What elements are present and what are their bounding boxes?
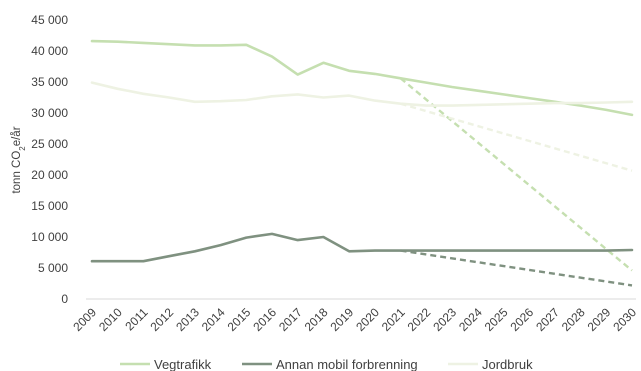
x-tick-label: 2009 bbox=[70, 305, 99, 334]
x-tick-label: 2018 bbox=[302, 305, 331, 334]
x-tick-label: 2025 bbox=[482, 305, 511, 334]
x-tick-label: 2020 bbox=[353, 305, 382, 334]
legend-label: Vegtrafikk bbox=[154, 357, 212, 371]
x-axis: 2009201020112012201320142015201620172018… bbox=[70, 298, 639, 334]
x-tick-label: 2015 bbox=[225, 305, 254, 334]
series-line bbox=[90, 232, 634, 263]
series-line bbox=[90, 81, 634, 107]
y-tick-label: 10 000 bbox=[31, 230, 68, 244]
y-axis-label-part: tonn CO bbox=[11, 151, 23, 194]
y-axis-label-subscript: 2 bbox=[18, 146, 27, 151]
y-tick-label: 45 000 bbox=[31, 13, 68, 27]
x-tick-label: 2010 bbox=[96, 305, 125, 334]
x-tick-label: 2019 bbox=[327, 305, 356, 334]
x-tick-label: 2012 bbox=[147, 305, 176, 334]
y-tick-label: 0 bbox=[61, 292, 68, 306]
y-tick-label: 20 000 bbox=[31, 168, 68, 182]
x-tick-label: 2030 bbox=[610, 305, 639, 334]
legend: Vegtrafikk Annan mobil forbrenning Jordbru… bbox=[120, 357, 533, 371]
y-tick-label: 5 000 bbox=[38, 261, 68, 275]
legend-label: Jordbruk bbox=[482, 357, 533, 371]
x-tick-label: 2013 bbox=[173, 305, 202, 334]
series-line bbox=[90, 39, 634, 117]
x-tick-label: 2027 bbox=[533, 305, 562, 334]
y-axis-label-part: e/år bbox=[11, 126, 23, 146]
series-target-line bbox=[400, 102, 633, 172]
plot-area bbox=[90, 39, 634, 287]
x-tick-label: 2028 bbox=[559, 305, 588, 334]
series-target-line bbox=[399, 77, 633, 272]
y-tick-label: 15 000 bbox=[31, 199, 68, 213]
series-target-line bbox=[400, 249, 633, 287]
legend-label: Annan mobil forbrenning bbox=[276, 357, 418, 371]
y-tick-label: 40 000 bbox=[31, 44, 68, 58]
x-tick-label: 2023 bbox=[430, 305, 459, 334]
x-tick-label: 2022 bbox=[405, 305, 434, 334]
x-tick-label: 2017 bbox=[276, 305, 305, 334]
y-tick-label: 25 000 bbox=[31, 137, 68, 151]
y-tick-label: 30 000 bbox=[31, 106, 68, 120]
x-tick-label: 2011 bbox=[122, 305, 150, 333]
x-tick-label: 2026 bbox=[507, 305, 536, 334]
x-tick-label: 2016 bbox=[250, 305, 279, 334]
x-tick-label: 2029 bbox=[585, 305, 614, 334]
x-tick-label: 2021 bbox=[379, 305, 408, 334]
y-axis-label: tonn CO2e/år bbox=[11, 126, 27, 193]
x-tick-label: 2024 bbox=[456, 305, 485, 334]
x-tick-label: 2014 bbox=[199, 305, 228, 334]
y-tick-label: 35 000 bbox=[31, 75, 68, 89]
y-axis-ticks: 0 5 000 10 000 15 000 20 000 25 000 30 000 35 0… bbox=[31, 13, 68, 306]
